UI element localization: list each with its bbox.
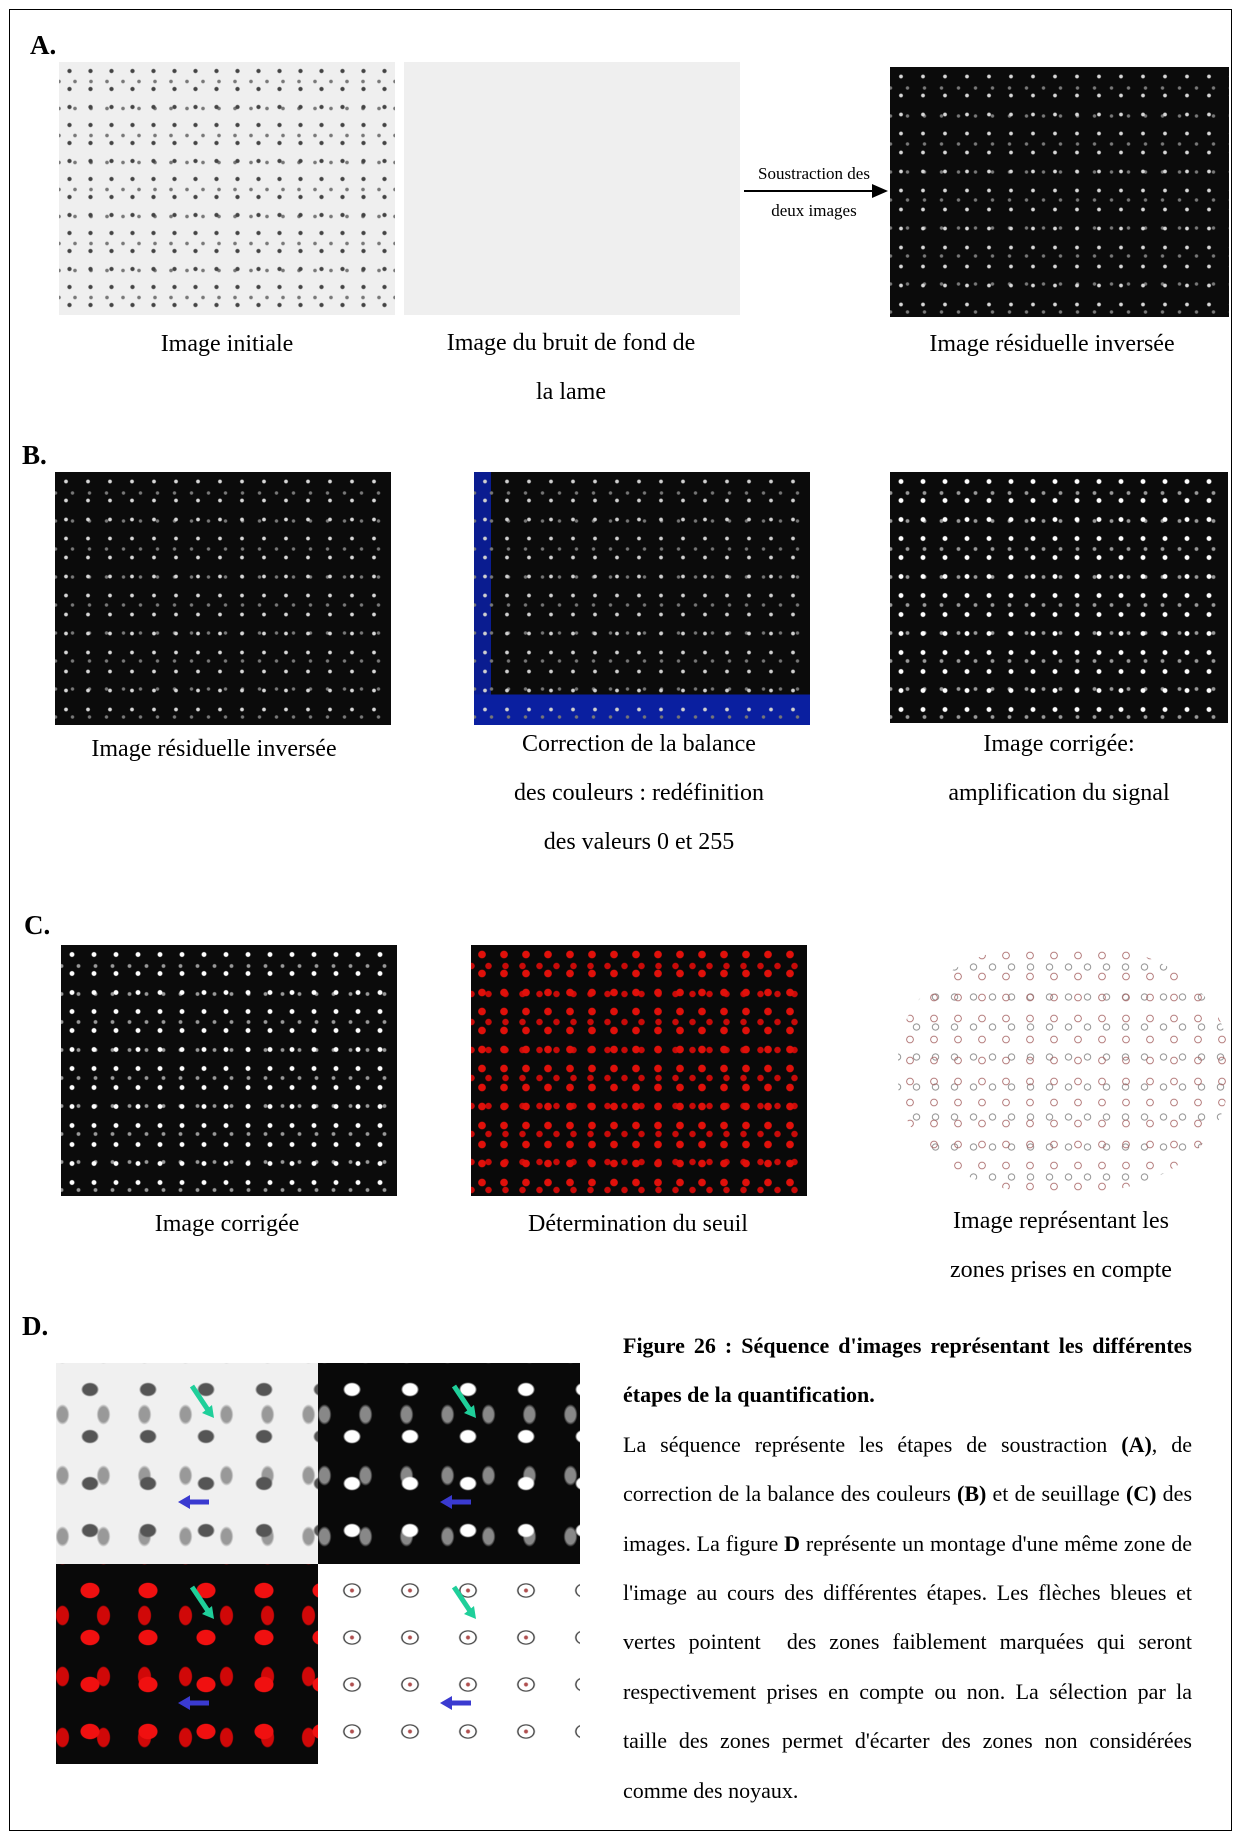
arrow-group: [178, 1386, 214, 1509]
caption: Image corrigée:amplification du signal: [849, 720, 1241, 818]
figure-body: La séquence représente les étapes de sou…: [623, 1420, 1192, 1815]
arrow-group: [178, 1587, 214, 1710]
caption: Image résiduelle inversée: [842, 320, 1241, 369]
caption-line: la lame: [361, 368, 781, 417]
caption-line: Image résiduelle inversée: [842, 320, 1241, 369]
bold-run: (A): [1121, 1432, 1152, 1457]
image-zones: [898, 945, 1228, 1193]
arrow: [740, 180, 890, 204]
text-run: représente un montage d'une même zone de…: [623, 1531, 1198, 1803]
text-run: La séquence représente les étapes de sou…: [623, 1432, 1121, 1457]
blue-arrow-head: [440, 1696, 452, 1710]
image-initial: [59, 62, 395, 315]
blue-arrow-head: [178, 1495, 190, 1509]
text-run: et de seuillage: [986, 1481, 1126, 1506]
caption-line: Image représentant les: [851, 1197, 1241, 1246]
bold-run: D: [784, 1531, 800, 1556]
green-arrow: [192, 1386, 208, 1410]
caption-line: Image corrigée:: [849, 720, 1241, 769]
blue-arrow-head: [440, 1495, 452, 1509]
bold-run: (C): [1126, 1481, 1157, 1506]
caption-line: Correction de la balance: [429, 720, 849, 769]
panel-label: C.: [24, 910, 50, 941]
caption-line: Image du bruit de fond de: [361, 319, 781, 368]
caption-line: Image résiduelle inversée: [4, 725, 424, 774]
image-corrected: [890, 472, 1228, 723]
caption-line: zones prises en compte: [851, 1246, 1241, 1295]
green-arrow: [454, 1587, 470, 1611]
page: A. Soustraction desdeux images Image ini…: [0, 0, 1241, 1847]
caption-line: Détermination du seuil: [428, 1200, 848, 1249]
caption: Détermination du seuil: [428, 1200, 848, 1249]
green-arrow: [454, 1386, 470, 1410]
caption-line: amplification du signal: [849, 769, 1241, 818]
image-threshold: [471, 945, 807, 1196]
image-residual: [55, 472, 391, 725]
panel-label: D.: [22, 1311, 48, 1342]
panel-label: B.: [22, 440, 47, 471]
caption: Image résiduelle inversée: [4, 725, 424, 774]
montage-arrows: [56, 1363, 580, 1764]
panel-label: A.: [30, 30, 56, 61]
caption: Image corrigée: [17, 1200, 437, 1249]
caption-line: des valeurs 0 et 255: [429, 818, 849, 867]
caption-line: Image corrigée: [17, 1200, 437, 1249]
blue-arrow-head: [178, 1696, 190, 1710]
green-arrow: [192, 1587, 208, 1611]
figure-caption: Figure 26 : Séquence d'images représenta…: [623, 1321, 1192, 1815]
figure-title: Figure 26 : Séquence d'images représenta…: [623, 1321, 1192, 1420]
image-corrected: [61, 945, 397, 1196]
arrow-group: [440, 1386, 476, 1509]
image-color-balance: [474, 472, 810, 725]
image-residual: [890, 67, 1229, 317]
caption-line: des couleurs : redéfinition: [429, 769, 849, 818]
image-background: [404, 62, 740, 315]
bold-run: (B): [957, 1481, 986, 1506]
arrow-group: [440, 1587, 476, 1710]
arrow-head: [872, 184, 888, 198]
